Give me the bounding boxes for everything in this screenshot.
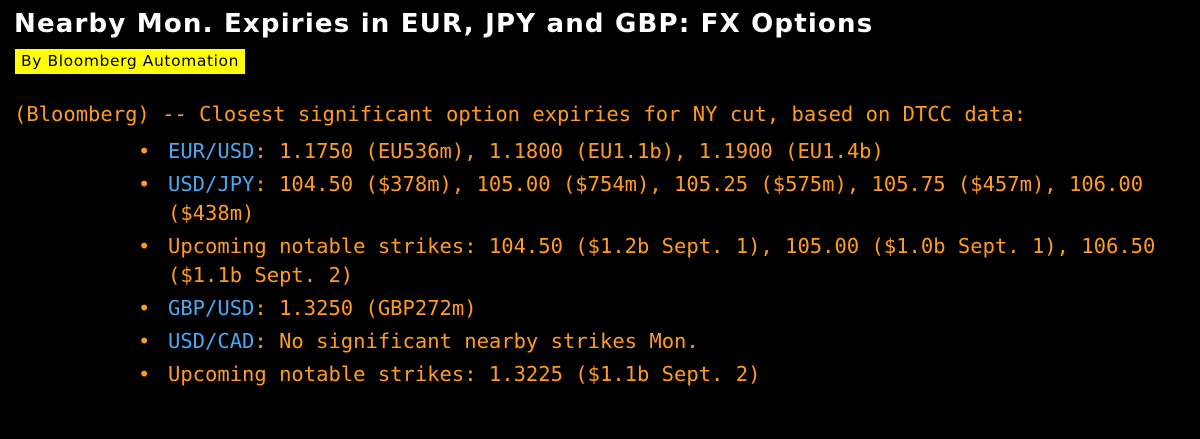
list-item-text: Upcoming notable strikes: 104.50 ($1.2b … (168, 234, 1156, 287)
list-item-text: : No significant nearby strikes Mon. (254, 329, 699, 353)
bullet-icon: • (138, 296, 151, 320)
ticker-link-usdcad[interactable]: USD/CAD (168, 329, 255, 353)
bullet-icon: • (138, 234, 151, 258)
list-item-text: : 1.3250 (GBP272m) (254, 296, 477, 320)
list-item-gbpusd: • GBP/USD: 1.3250 (GBP272m) (138, 294, 1200, 323)
list-item-jpy-upcoming-strikes: • Upcoming notable strikes: 104.50 ($1.2b… (138, 232, 1200, 290)
ticker-link-eurusd[interactable]: EUR/USD (168, 139, 255, 163)
list-item-cad-upcoming-strikes: • Upcoming notable strikes: 1.3225 ($1.1b… (138, 360, 1200, 389)
bullet-icon: • (138, 329, 151, 353)
list-item-text: : 1.1750 (EU536m), 1.1800 (EU1.1b), 1.19… (254, 139, 884, 163)
expiries-list: • EUR/USD: 1.1750 (EU536m), 1.1800 (EU1.1… (14, 137, 1194, 389)
list-item-usdcad: • USD/CAD: No significant nearby strikes … (138, 327, 1200, 356)
bullet-icon: • (138, 139, 151, 163)
list-item-eurusd: • EUR/USD: 1.1750 (EU536m), 1.1800 (EU1.1… (138, 137, 1200, 166)
bullet-icon: • (138, 172, 151, 196)
bullet-icon: • (138, 362, 151, 386)
ticker-link-gbpusd[interactable]: GBP/USD (168, 296, 255, 320)
list-item-text: Upcoming notable strikes: 1.3225 ($1.1b … (168, 362, 761, 386)
ticker-link-usdjpy[interactable]: USD/JPY (168, 172, 255, 196)
list-item-usdjpy: • USD/JPY: 104.50 ($378m), 105.00 ($754m)… (138, 170, 1200, 228)
lede-paragraph: (Bloomberg) -- Closest significant optio… (14, 102, 1027, 126)
byline: By Bloomberg Automation (15, 49, 246, 74)
list-item-text: : 104.50 ($378m), 105.00 ($754m), 105.25… (168, 172, 1144, 225)
headline: Nearby Mon. Expiries in EUR, JPY and GBP… (14, 9, 874, 39)
story-body: (Bloomberg) -- Closest significant optio… (14, 100, 1194, 393)
